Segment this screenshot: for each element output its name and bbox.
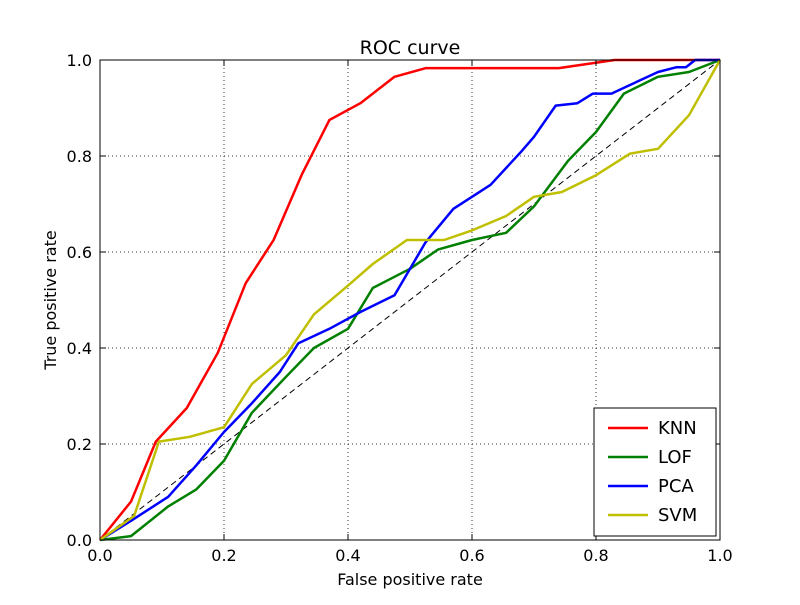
- y-tick-label: 0.4: [67, 339, 92, 358]
- x-tick-label: 1.0: [707, 546, 732, 565]
- x-tick-label: 0.2: [211, 546, 236, 565]
- legend-label-pca: PCA: [658, 476, 694, 497]
- legend-label-lof: LOF: [658, 447, 692, 468]
- y-tick-label: 0.8: [67, 147, 92, 166]
- plot-lines: [99, 58, 722, 542]
- series-line-pca: [99, 58, 720, 542]
- series-line-knn: [99, 58, 720, 541]
- legend-label-svm: SVM: [658, 505, 697, 526]
- y-tick-label: 1.0: [67, 51, 92, 70]
- axis-ticks: 0.0 0.2 0.4 0.6 0.8 1.0 0.0 0.2 0.4 0.6 0.8 1.0: [67, 51, 733, 565]
- plot-frame: [99, 59, 721, 541]
- y-axis-label: True positive rate: [41, 230, 60, 370]
- x-tick-label: 0.6: [459, 546, 484, 565]
- y-tick-label: 0.6: [67, 243, 92, 262]
- legend: KNN LOF PCA SVM: [593, 407, 717, 537]
- y-tick-label: 0.2: [67, 435, 92, 454]
- reference-diagonal-line: [99, 59, 721, 541]
- y-tick-label: 0.0: [67, 531, 92, 550]
- legend-label-knn: KNN: [658, 418, 697, 439]
- x-axis-label: False positive rate: [337, 570, 483, 589]
- x-tick-label: 0.4: [335, 546, 360, 565]
- x-tick-label: 0.0: [87, 546, 112, 565]
- x-tick-label: 0.8: [583, 546, 608, 565]
- series-line-svm: [99, 59, 722, 542]
- chart-title: ROC curve: [360, 37, 461, 59]
